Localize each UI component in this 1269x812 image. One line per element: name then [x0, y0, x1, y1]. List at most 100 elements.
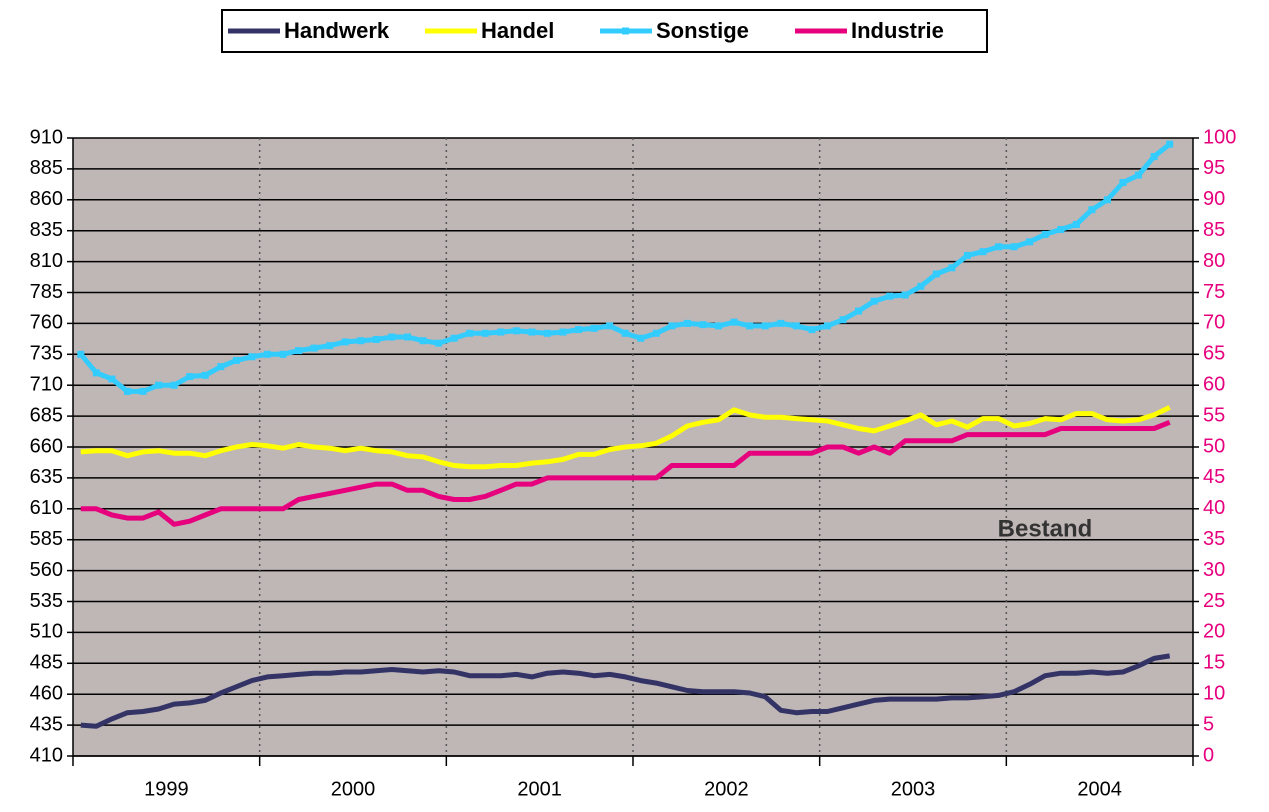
y-tick-label: 410 [30, 744, 63, 766]
series-marker [388, 333, 396, 341]
series-marker [1072, 221, 1080, 229]
legend-label: Handwerk [284, 18, 390, 43]
series-marker [683, 319, 691, 327]
y-tick-label: 685 [30, 404, 63, 426]
legend-label: Handel [481, 18, 554, 43]
y-tick-label: 735 [30, 343, 63, 365]
series-marker [1026, 238, 1034, 246]
y-tick-label: 460 [30, 682, 63, 704]
series-marker [621, 329, 629, 337]
series-marker [823, 322, 831, 330]
series-marker [652, 329, 660, 337]
y-tick-label: 835 [30, 219, 63, 241]
legend-label: Sonstige [656, 18, 749, 43]
series-marker [1041, 230, 1049, 238]
y2-tick-label: 10 [1203, 682, 1225, 704]
legend-marker [622, 27, 629, 35]
y2-tick-label: 60 [1203, 373, 1225, 395]
series-marker [886, 292, 894, 300]
series-marker [1010, 243, 1018, 251]
y2-tick-label: 100 [1203, 126, 1236, 148]
series-marker [123, 387, 131, 395]
series-marker [559, 328, 567, 336]
series-marker [201, 371, 209, 379]
y2-tick-label: 45 [1203, 466, 1225, 488]
series-marker [590, 324, 598, 332]
series-marker [777, 319, 785, 327]
y-tick-label: 485 [30, 652, 63, 674]
series-marker [1166, 140, 1174, 148]
y2-tick-label: 70 [1203, 312, 1225, 334]
series-marker [155, 381, 163, 389]
series-marker [901, 291, 909, 299]
y-tick-label: 510 [30, 621, 63, 643]
y2-tick-label: 0 [1203, 744, 1214, 766]
series-marker [419, 337, 427, 345]
series-marker [310, 344, 318, 352]
y2-tick-label: 30 [1203, 559, 1225, 581]
series-marker [77, 350, 85, 358]
y-tick-label: 810 [30, 250, 63, 272]
y2-tick-label: 55 [1203, 404, 1225, 426]
series-marker [948, 264, 956, 272]
series-marker [217, 363, 225, 371]
annotation: Bestand [998, 515, 1093, 542]
series-marker [232, 356, 240, 364]
series-marker [870, 297, 878, 305]
series-marker [699, 321, 707, 329]
series-marker [746, 322, 754, 330]
y-tick-label: 560 [30, 559, 63, 581]
x-tick-label: 2001 [517, 778, 562, 800]
series-marker [403, 333, 411, 341]
y-tick-label: 635 [30, 466, 63, 488]
series-marker [715, 322, 723, 330]
series-line [80, 419, 1171, 527]
series-marker [855, 307, 863, 315]
series-marker [543, 329, 551, 337]
series-marker [995, 243, 1003, 251]
series-line [80, 405, 1171, 470]
series-marker [917, 282, 925, 290]
series-marker [248, 353, 256, 361]
series-marker [839, 316, 847, 324]
y2-tick-label: 50 [1203, 435, 1225, 457]
y-tick-label: 660 [30, 435, 63, 457]
series-marker [186, 373, 194, 381]
series-marker [1150, 153, 1158, 161]
series-marker [372, 335, 380, 343]
x-tick-label: 2000 [331, 778, 376, 800]
y2-tick-label: 20 [1203, 621, 1225, 643]
series-marker [450, 334, 458, 342]
series-marker [466, 329, 474, 337]
series-marker [979, 248, 987, 256]
y2-tick-label: 95 [1203, 157, 1225, 179]
series-marker [808, 326, 816, 334]
series-marker [357, 337, 365, 345]
series-marker [668, 322, 676, 330]
series-marker [481, 329, 489, 337]
y-tick-label: 435 [30, 713, 63, 735]
series-marker [932, 270, 940, 278]
y-tick-label: 910 [30, 126, 63, 148]
series-marker [1088, 206, 1096, 214]
y-tick-label: 535 [30, 590, 63, 612]
x-tick-label: 2002 [704, 778, 749, 800]
series-marker [279, 350, 287, 358]
y2-tick-label: 80 [1203, 250, 1225, 272]
y2-tick-label: 40 [1203, 497, 1225, 519]
y2-tick-label: 25 [1203, 590, 1225, 612]
y-tick-label: 760 [30, 312, 63, 334]
y2-tick-label: 15 [1203, 652, 1225, 674]
series-marker [1057, 225, 1065, 233]
series-marker [170, 381, 178, 389]
series-marker [761, 322, 769, 330]
series-marker [139, 387, 147, 395]
y-tick-label: 885 [30, 157, 63, 179]
y-tick-label: 710 [30, 373, 63, 395]
series-marker [1119, 178, 1127, 186]
series-marker [263, 350, 271, 358]
y-tick-label: 585 [30, 528, 63, 550]
series-marker [792, 322, 800, 330]
y-tick-label: 610 [30, 497, 63, 519]
